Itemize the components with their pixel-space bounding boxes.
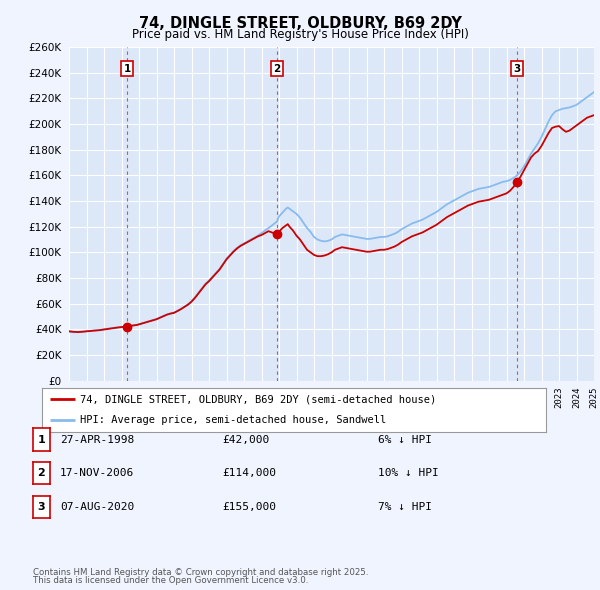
Text: 3: 3 <box>38 502 45 512</box>
Text: 74, DINGLE STREET, OLDBURY, B69 2DY: 74, DINGLE STREET, OLDBURY, B69 2DY <box>139 16 461 31</box>
Text: 07-AUG-2020: 07-AUG-2020 <box>60 502 134 512</box>
Text: Price paid vs. HM Land Registry's House Price Index (HPI): Price paid vs. HM Land Registry's House … <box>131 28 469 41</box>
Text: 3: 3 <box>514 64 521 74</box>
Text: £42,000: £42,000 <box>222 435 269 444</box>
Text: 7% ↓ HPI: 7% ↓ HPI <box>378 502 432 512</box>
Text: £155,000: £155,000 <box>222 502 276 512</box>
Text: Contains HM Land Registry data © Crown copyright and database right 2025.: Contains HM Land Registry data © Crown c… <box>33 568 368 577</box>
Text: £114,000: £114,000 <box>222 468 276 478</box>
Text: 10% ↓ HPI: 10% ↓ HPI <box>378 468 439 478</box>
Text: 2: 2 <box>38 468 45 478</box>
Text: 74, DINGLE STREET, OLDBURY, B69 2DY (semi-detached house): 74, DINGLE STREET, OLDBURY, B69 2DY (sem… <box>80 394 436 404</box>
Text: 17-NOV-2006: 17-NOV-2006 <box>60 468 134 478</box>
Text: HPI: Average price, semi-detached house, Sandwell: HPI: Average price, semi-detached house,… <box>80 415 386 425</box>
Text: 1: 1 <box>124 64 131 74</box>
Text: 2: 2 <box>273 64 281 74</box>
Text: 6% ↓ HPI: 6% ↓ HPI <box>378 435 432 444</box>
Text: 27-APR-1998: 27-APR-1998 <box>60 435 134 444</box>
Text: 1: 1 <box>38 435 45 444</box>
Text: This data is licensed under the Open Government Licence v3.0.: This data is licensed under the Open Gov… <box>33 576 308 585</box>
